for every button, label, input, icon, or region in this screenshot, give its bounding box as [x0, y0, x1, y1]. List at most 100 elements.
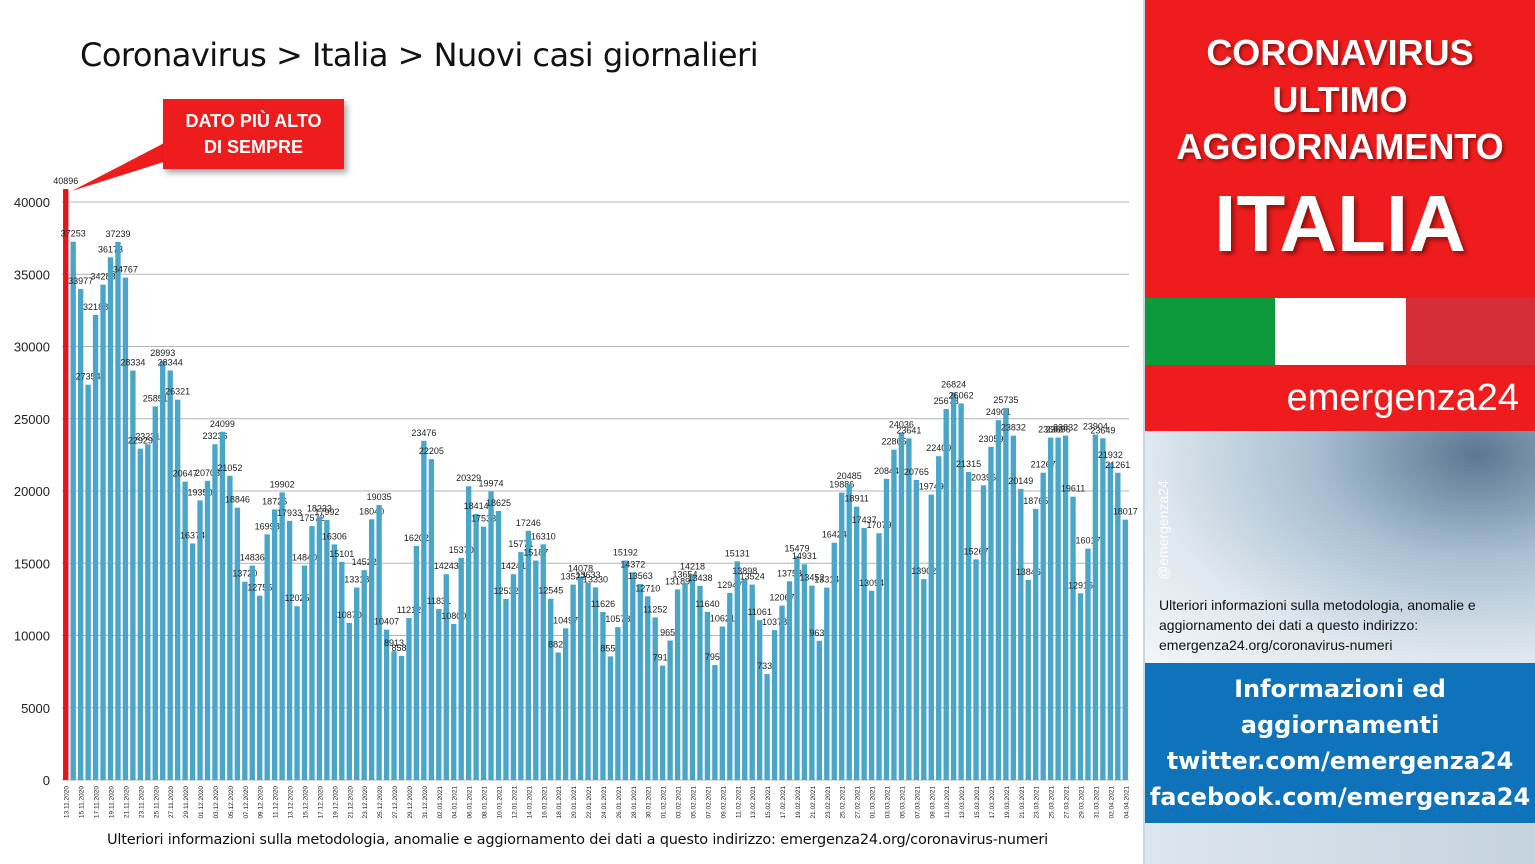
bar	[562, 628, 569, 780]
data-label: 23059	[978, 434, 1003, 444]
bar	[674, 589, 681, 780]
bar	[346, 622, 352, 780]
bar	[809, 585, 815, 780]
data-label: 18846	[225, 495, 250, 505]
x-tick-label: 07.12.2020	[243, 786, 250, 819]
bar	[622, 560, 629, 780]
x-tick-label: 02.04.2021	[1108, 786, 1115, 819]
x-tick-label: 20.01.2021	[571, 786, 578, 819]
bar	[555, 652, 561, 780]
y-tick-label: 0	[43, 773, 50, 788]
data-label: 23696	[1046, 425, 1071, 435]
data-label: 16998	[255, 521, 280, 531]
bar	[973, 559, 979, 780]
x-tick-label: 07.02.2021	[705, 786, 712, 819]
data-label: 13452	[799, 573, 824, 583]
x-tick-label: 15.03.2021	[974, 786, 981, 819]
bar	[480, 526, 487, 780]
x-tick-label: 08.01.2021	[482, 786, 489, 819]
bar	[525, 530, 532, 780]
x-tick-label: 23.03.2021	[1034, 786, 1041, 819]
data-label: 22929	[128, 436, 153, 446]
italian-flag	[1145, 298, 1535, 365]
data-label: 23236	[202, 431, 227, 441]
bar	[898, 432, 905, 780]
data-label: 28344	[158, 357, 183, 367]
flag-red	[1406, 298, 1535, 365]
bar	[868, 590, 875, 780]
y-tick-label: 40000	[14, 195, 50, 210]
bar	[779, 605, 785, 780]
x-tick-label: 28.01.2021	[631, 786, 638, 819]
bar	[383, 629, 390, 780]
info-line2: aggiornamenti	[1240, 711, 1440, 739]
x-tick-label: 07.03.2021	[914, 786, 921, 819]
data-label: 12067	[770, 593, 795, 603]
data-label: 19974	[479, 478, 504, 488]
data-label: 20329	[456, 473, 481, 483]
bar	[906, 438, 912, 780]
background-photo	[1145, 431, 1535, 663]
bar	[77, 289, 84, 780]
data-label: 13720	[232, 569, 257, 579]
data-label: 26062	[949, 390, 974, 400]
data-label: 12710	[635, 583, 660, 593]
x-tick-label: 27.03.2021	[1064, 786, 1071, 819]
data-label: 20485	[837, 471, 862, 481]
data-label: 15101	[329, 549, 354, 559]
x-tick-label: 23.11.2020	[138, 786, 145, 818]
bar	[682, 582, 688, 780]
bar	[585, 583, 591, 780]
data-label: 28993	[150, 348, 175, 358]
x-tick-label: 17.12.2020	[317, 786, 324, 819]
data-label: 17933	[277, 508, 302, 518]
bar-chart: 0 5000 10000 15000 20000 25000 30000 35000 40000…	[14, 140, 1138, 819]
data-label: 21261	[1105, 460, 1130, 470]
bar	[816, 640, 823, 780]
bar	[1062, 435, 1069, 780]
bar	[92, 314, 99, 780]
x-tick-label: 12.01.2021	[511, 786, 518, 819]
facebook-link[interactable]: facebook.com/emergenza24	[1149, 783, 1531, 811]
data-label: 19749	[919, 482, 944, 492]
data-label: 13438	[687, 573, 712, 583]
twitter-link[interactable]: twitter.com/emergenza24	[1166, 747, 1514, 775]
data-label: 20647	[173, 469, 198, 479]
data-label: 16202	[404, 533, 429, 543]
data-label: 19035	[367, 492, 392, 502]
y-tick-label: 10000	[14, 629, 50, 644]
data-label: 10621	[710, 614, 735, 624]
data-label: 28334	[120, 358, 145, 368]
x-tick-label: 02.01.2021	[437, 786, 444, 819]
bar	[1018, 488, 1024, 780]
bar	[667, 640, 673, 780]
x-tick-label: 03.12.2020	[213, 786, 220, 819]
data-label: 18911	[844, 494, 868, 504]
data-label: 8583	[391, 643, 411, 653]
bar	[831, 542, 837, 780]
data-label: 25735	[993, 395, 1018, 405]
callout-line2: DI SEMPRE	[203, 137, 304, 157]
bar	[70, 241, 76, 780]
data-label: 23696	[1038, 425, 1063, 435]
data-label: 7952	[705, 652, 725, 662]
data-label: 9630	[809, 628, 829, 638]
data-label: 10870	[337, 610, 362, 620]
data-label: 23832	[1001, 423, 1026, 433]
bar	[1003, 408, 1009, 780]
data-label: 11212	[397, 605, 421, 615]
data-label: 7916	[653, 653, 673, 663]
data-label: 17246	[516, 518, 541, 528]
bar	[630, 572, 636, 780]
bar	[271, 509, 278, 780]
x-tick-label: 21.02.2021	[810, 786, 817, 819]
x-tick-label: 17.03.2021	[989, 786, 996, 819]
data-label: 17437	[852, 515, 877, 525]
bar	[443, 574, 449, 780]
bar	[286, 520, 293, 780]
bar	[652, 617, 658, 780]
bar	[152, 406, 158, 780]
bar	[63, 189, 69, 780]
bar	[570, 584, 576, 780]
data-label: 11252	[643, 604, 667, 614]
